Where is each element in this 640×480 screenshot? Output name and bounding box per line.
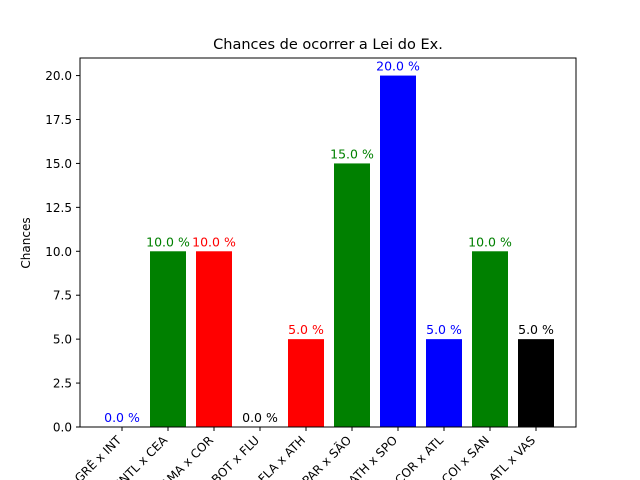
bar (426, 339, 462, 427)
bar (150, 251, 186, 427)
data-label: 0.0 % (242, 410, 278, 425)
y-tick-label: 20.0 (45, 69, 72, 83)
bar (518, 339, 554, 427)
y-axis-label: Chances (19, 217, 33, 268)
x-tick-label: ATL x VAS (486, 433, 538, 480)
x-tick-label: GRÊ x INT (71, 432, 124, 480)
y-tick-label: 0.0 (53, 421, 72, 435)
data-label: 10.0 % (468, 234, 512, 249)
data-label: 5.0 % (288, 322, 324, 337)
x-tick-label: PAR x SÃO (299, 433, 354, 480)
bar (196, 251, 232, 427)
x-tick-label: BOT x FLU (209, 433, 262, 480)
chart-title: Chances de ocorrer a Lei do Ex. (213, 37, 443, 53)
x-tick-label: FLA x ATH (255, 433, 308, 480)
y-tick-label: 17.5 (45, 113, 72, 127)
y-tick-label: 2.5 (53, 377, 72, 391)
y-tick-label: 10.0 (45, 245, 72, 259)
x-tick-label: ATH x SPO (346, 433, 400, 480)
y-tick-label: 7.5 (53, 289, 72, 303)
data-label: 15.0 % (330, 146, 374, 161)
data-label: 20.0 % (376, 59, 420, 74)
x-tick-label: COR x ATL (392, 433, 446, 480)
y-tick-label: 5.0 (53, 333, 72, 347)
data-label: 0.0 % (104, 410, 140, 425)
bar (472, 251, 508, 427)
data-label: 5.0 % (518, 322, 554, 337)
x-tick-label: INTL x CEA (114, 433, 171, 480)
plot-frame (79, 57, 577, 428)
x-tick-label: COI x SAN (439, 433, 492, 480)
data-label: 5.0 % (426, 322, 462, 337)
bar (334, 163, 370, 427)
y-tick-label: 15.0 (45, 157, 72, 171)
bar (380, 75, 416, 428)
data-label: 10.0 % (192, 234, 236, 249)
bar (288, 339, 324, 427)
y-tick-label: 12.5 (45, 201, 72, 215)
data-label: 10.0 % (146, 234, 190, 249)
